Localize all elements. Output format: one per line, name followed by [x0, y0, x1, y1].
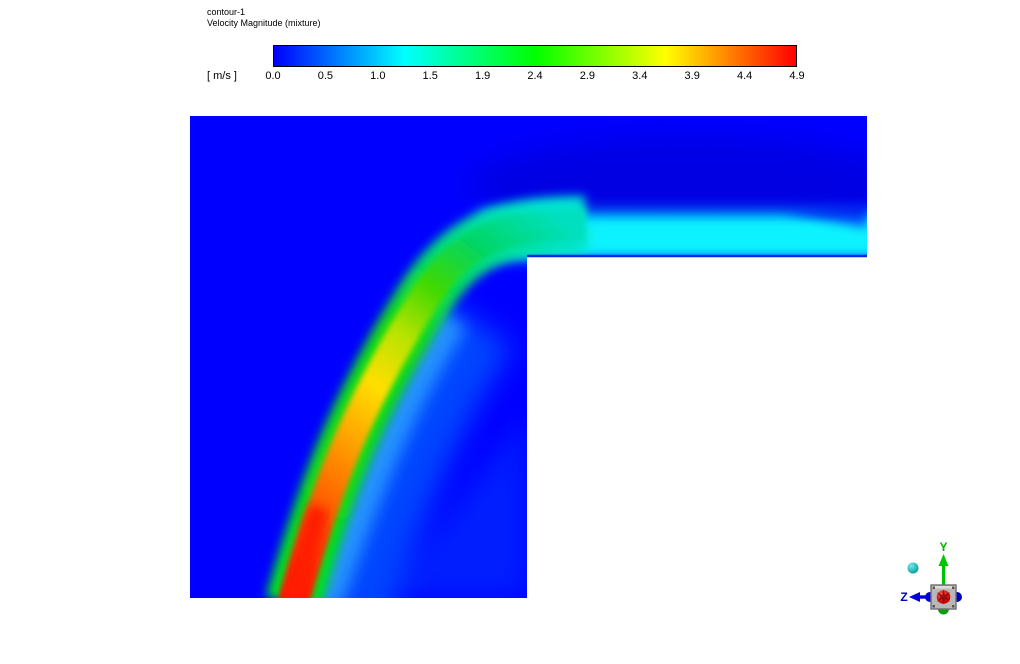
colorbar-tick: 1.9: [474, 70, 491, 82]
contour-annotation: contour-1 Velocity Magnitude (mixture): [207, 7, 321, 29]
cube-corner: [952, 605, 955, 608]
outlet-corner-wedge: [782, 204, 867, 228]
jet-inlet-hot-core: [281, 505, 329, 598]
contour-name-label: contour-1: [207, 7, 246, 17]
contour-field: [190, 116, 867, 598]
colorbar-unit-label: [ m/s ]: [207, 70, 237, 82]
z-axis-label: Z: [900, 590, 907, 604]
colorbar-tick: 1.0: [370, 70, 386, 82]
y-axis-label: Y: [939, 540, 947, 554]
colorbar-tick: 3.4: [632, 70, 648, 82]
cube-corner: [932, 586, 935, 589]
z-axis-arrowhead-icon: [909, 592, 920, 602]
colorbar-tick: 2.4: [527, 70, 543, 82]
colorbar-tick: 0.5: [317, 70, 334, 82]
colorbar-tick: 3.9: [684, 70, 700, 82]
jet-fringe: [307, 309, 467, 598]
x-axis-out-of-screen-icon: [936, 589, 951, 605]
cube-bevel: [932, 586, 955, 589]
entrainment-region: [380, 416, 527, 598]
y-axis-arrowhead-icon: [938, 554, 949, 566]
colorbar-tick: 4.9: [789, 70, 805, 82]
colorbar-tick: 1.5: [422, 70, 438, 82]
cube-corner: [952, 586, 955, 589]
colorbar-ticks: 0.0 0.5 1.0 1.5 1.9 2.4 2.9 3.4 3.9 4.4 …: [265, 70, 804, 84]
cube-corner: [932, 605, 935, 608]
entrainment-glow: [297, 296, 513, 598]
contour-plot-canvas[interactable]: [190, 116, 867, 598]
axis-triad: Y Z: [900, 540, 962, 615]
colorbar-gradient: [273, 45, 797, 67]
contour-field-label: Velocity Magnitude (mixture): [207, 18, 321, 28]
colorbar-tick: 2.9: [579, 70, 596, 82]
colorbar-tick: 4.4: [736, 70, 753, 82]
colorbar-tick: 0.0: [265, 70, 281, 82]
colorbar: 0.0 0.5 1.0 1.5 1.9 2.4 2.9 3.4 3.9 4.4 …: [265, 45, 805, 85]
triad-node-sphere: [907, 562, 919, 574]
